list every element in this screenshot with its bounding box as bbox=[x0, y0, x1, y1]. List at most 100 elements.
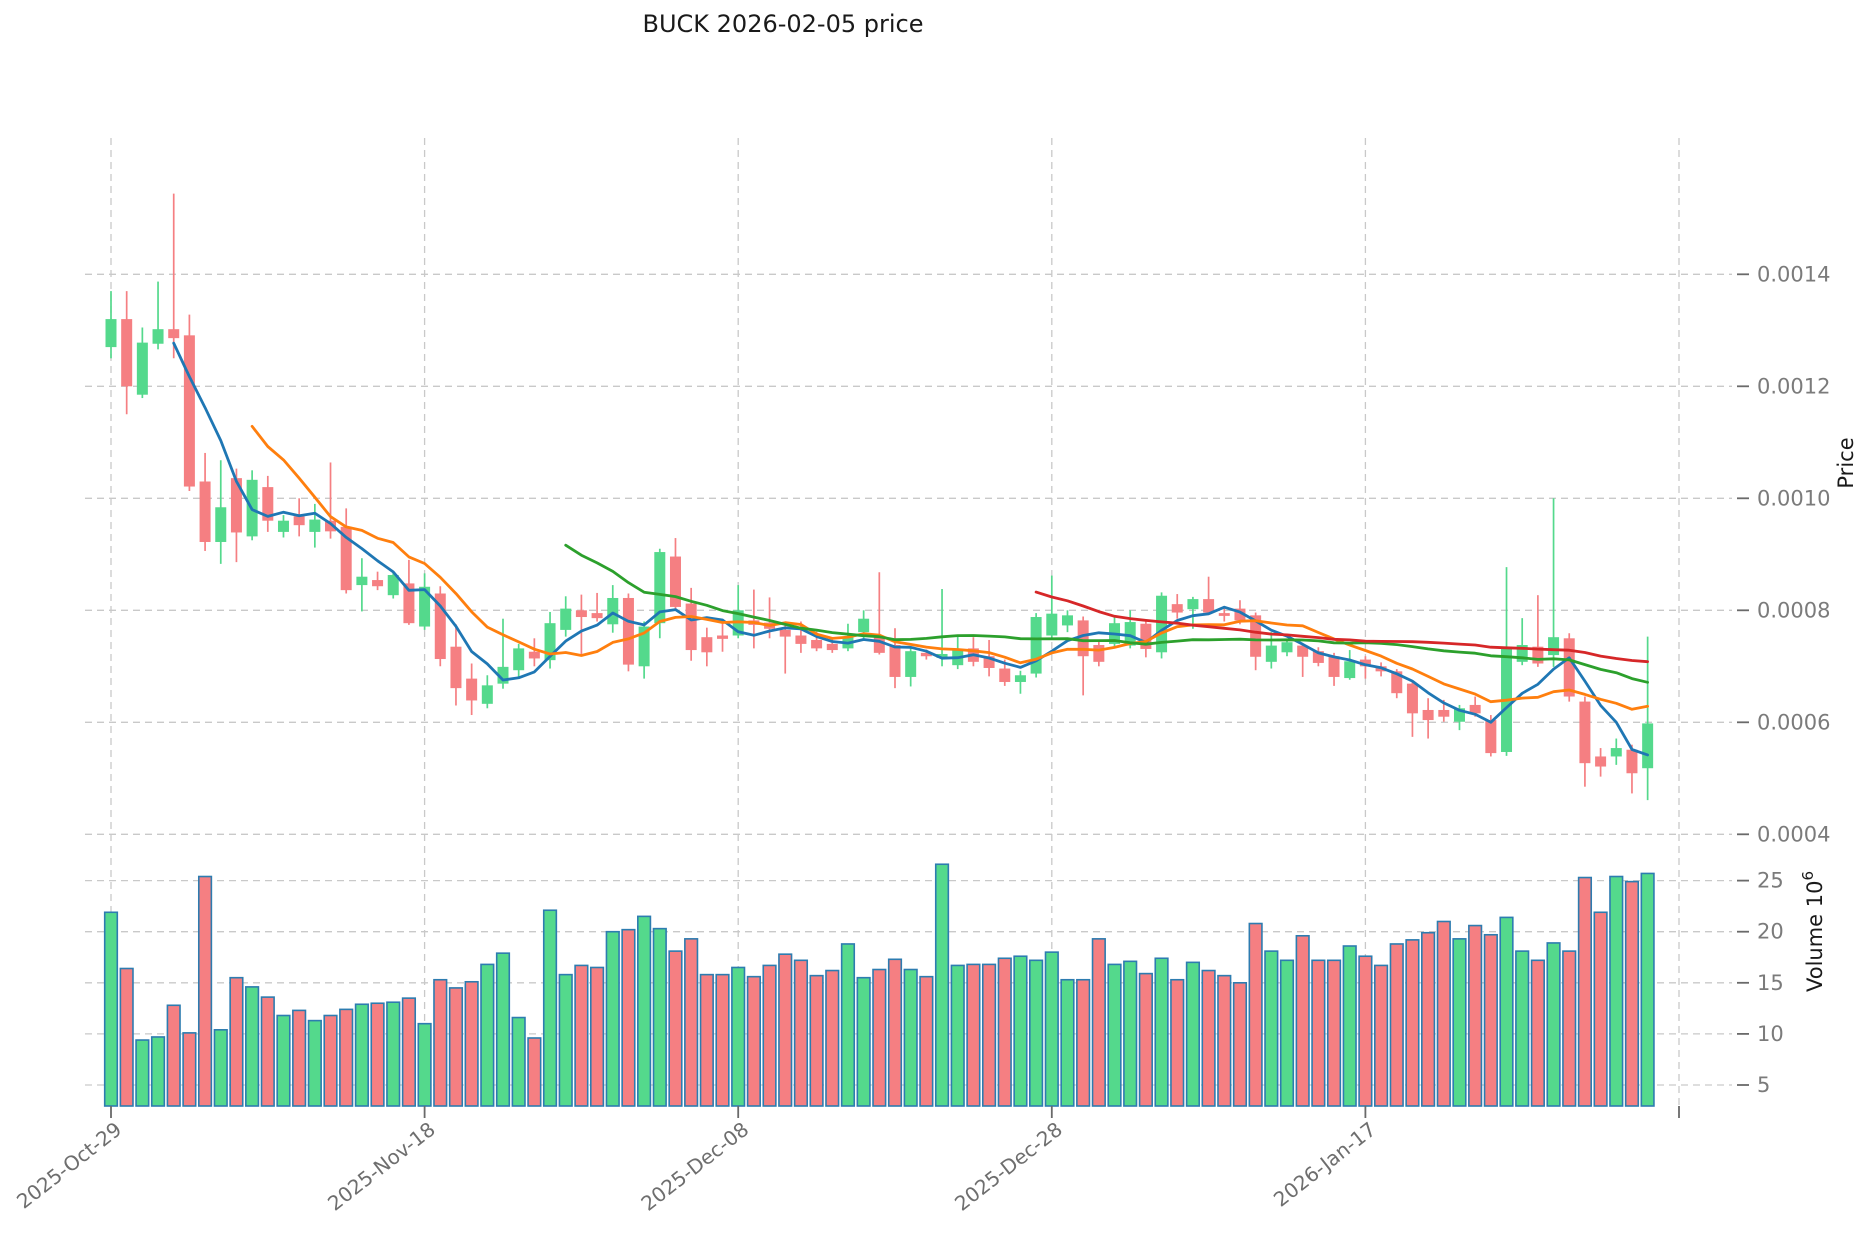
volume-bar bbox=[229, 976, 244, 1107]
volume-bar bbox=[1640, 872, 1655, 1107]
candle-body bbox=[121, 319, 133, 387]
volume-bar bbox=[1499, 916, 1514, 1107]
volume-bar bbox=[1373, 964, 1389, 1107]
candle-body bbox=[230, 478, 242, 533]
volume-bar bbox=[354, 1003, 369, 1107]
volume-bar bbox=[260, 996, 275, 1107]
ma-line-5 bbox=[172, 341, 1649, 757]
volume-bar bbox=[1577, 876, 1593, 1107]
series-layer bbox=[103, 193, 1655, 1107]
date-tick-label: 2025-Nov-18 bbox=[323, 1117, 440, 1216]
candle-body bbox=[717, 635, 729, 639]
volume-bar bbox=[213, 1029, 228, 1107]
date-tick-label: 2025-Dec-28 bbox=[950, 1117, 1067, 1216]
volume-bar bbox=[527, 1037, 542, 1107]
candle-body bbox=[1548, 637, 1560, 656]
candle-body bbox=[262, 487, 274, 521]
volume-bar bbox=[903, 968, 918, 1107]
volume-tick-label: 15 bbox=[1757, 971, 1784, 995]
volume-tick-label: 5 bbox=[1757, 1073, 1770, 1097]
candle-body bbox=[1093, 645, 1105, 662]
volume-bar bbox=[1279, 959, 1295, 1107]
price-tick-label: 0.0010 bbox=[1757, 486, 1830, 510]
candle-body bbox=[168, 329, 180, 339]
candle-body bbox=[811, 639, 823, 649]
volume-bar bbox=[1060, 978, 1075, 1107]
volume-bar bbox=[1468, 924, 1483, 1107]
volume-bar bbox=[1546, 942, 1561, 1107]
ma-line-30 bbox=[564, 543, 1649, 684]
candle-body bbox=[1595, 756, 1607, 767]
date-tick-label: 2025-Dec-08 bbox=[636, 1117, 753, 1216]
volume-bar bbox=[574, 964, 589, 1107]
candle-body bbox=[1438, 709, 1450, 717]
volume-bar bbox=[1044, 951, 1059, 1107]
candle-body bbox=[152, 329, 164, 344]
candle-body bbox=[356, 576, 368, 586]
volume-bar bbox=[1342, 945, 1357, 1107]
candle-body bbox=[905, 651, 917, 677]
volume-bar bbox=[605, 930, 620, 1107]
volume-bar bbox=[1609, 875, 1624, 1107]
candle-body bbox=[481, 685, 493, 704]
ma-line-10 bbox=[250, 424, 1649, 711]
volume-bar bbox=[950, 964, 965, 1107]
volume-bar bbox=[809, 974, 824, 1107]
candle-body bbox=[622, 597, 634, 665]
price-tick-label: 0.0004 bbox=[1757, 822, 1830, 846]
volume-bar bbox=[433, 978, 448, 1107]
volume-bar bbox=[480, 963, 495, 1107]
candle-body bbox=[1140, 623, 1152, 649]
candle-body bbox=[936, 653, 948, 658]
volume-bar bbox=[119, 967, 134, 1107]
candle-body bbox=[183, 335, 195, 487]
candle-body bbox=[669, 556, 681, 607]
volume-bar bbox=[150, 1036, 166, 1107]
candle-body bbox=[466, 678, 478, 701]
volume-bar bbox=[621, 928, 636, 1107]
price-tick-label: 0.0008 bbox=[1757, 598, 1830, 622]
volume-bar bbox=[1170, 978, 1185, 1107]
volume-bar bbox=[197, 875, 213, 1107]
volume-bar bbox=[448, 987, 464, 1107]
candle-body bbox=[560, 608, 572, 630]
volume-bar bbox=[1107, 963, 1122, 1107]
candle-body bbox=[1610, 748, 1622, 757]
volume-bar bbox=[464, 980, 479, 1107]
candle-body bbox=[983, 656, 995, 668]
volume-bar bbox=[323, 1014, 338, 1107]
candle-body bbox=[638, 626, 650, 667]
candle-body bbox=[1563, 638, 1575, 697]
candle-body bbox=[795, 635, 807, 644]
volume-bar bbox=[652, 927, 667, 1107]
volume-bar bbox=[1389, 943, 1404, 1107]
volume-bar bbox=[715, 973, 730, 1107]
volume-bar bbox=[1201, 969, 1216, 1107]
candle-body bbox=[340, 526, 352, 591]
volume-bar bbox=[135, 1039, 150, 1107]
volume-bar bbox=[1295, 934, 1310, 1107]
price-tick-label: 0.0012 bbox=[1757, 374, 1830, 398]
volume-bar bbox=[401, 997, 417, 1107]
volume-bar bbox=[668, 950, 683, 1107]
candle-body bbox=[1626, 749, 1638, 774]
candle-body bbox=[544, 623, 556, 661]
volume-bar bbox=[339, 1008, 354, 1107]
candle-body bbox=[325, 520, 337, 532]
date-tick-label: 2025-Oct-29 bbox=[12, 1117, 126, 1213]
volume-axis-label: Volume 106 bbox=[1799, 871, 1827, 992]
candle-body bbox=[1187, 599, 1199, 610]
volume-bar bbox=[840, 943, 856, 1107]
volume-bar bbox=[778, 953, 793, 1107]
volume-bar bbox=[637, 915, 652, 1107]
volume-bar bbox=[1232, 981, 1248, 1107]
candle-body bbox=[1297, 645, 1309, 657]
candle-body bbox=[1014, 675, 1026, 682]
candle-body bbox=[1391, 671, 1403, 694]
volume-axis-label-exponent: 6 bbox=[1799, 871, 1817, 881]
candle-body bbox=[858, 618, 870, 633]
candle-body bbox=[1030, 617, 1042, 674]
candle-body bbox=[387, 575, 399, 596]
volume-bar bbox=[511, 1016, 526, 1107]
candle-body bbox=[1328, 656, 1340, 677]
